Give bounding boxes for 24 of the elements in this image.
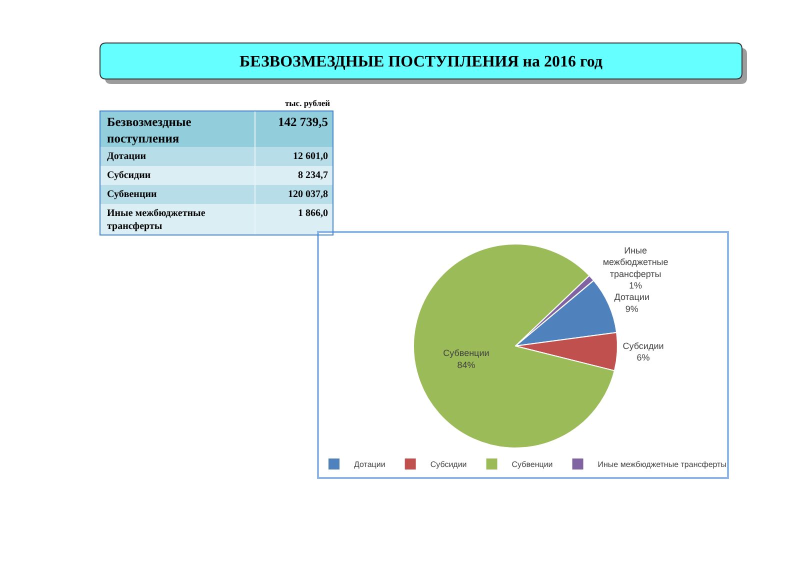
text: Субсидии [107, 170, 151, 181]
data-label: 84% [457, 360, 476, 370]
slice-label: Дотации [614, 292, 650, 302]
chart-title: БЕЗВОЗМЕЗДНЫЕ ПОСТУПЛЕНИЯ на 2016 год [240, 54, 602, 71]
data-label: 6% [636, 352, 650, 363]
slice-label: Субвенции [443, 348, 490, 358]
text: 120 037,8 [288, 189, 328, 200]
text: 1 866,0 [298, 208, 328, 219]
data-label: 1% [629, 280, 642, 291]
data-label: 9% [625, 304, 638, 314]
legend-label: Субвенции [512, 460, 553, 470]
text: Иные межбюджетные трансферты [107, 208, 206, 232]
slice-label: Иные межбюджетные трансферты [602, 245, 668, 279]
text: 8 234,7 [298, 170, 328, 181]
text: Дотации [107, 151, 146, 162]
slice-label: Субсидии [622, 340, 664, 351]
text: Субвенции [107, 189, 157, 200]
legend-label: Иные межбюджетные трансферты [598, 460, 727, 470]
legend-label: Дотации [354, 460, 386, 470]
text: Безвозмездные поступления [107, 115, 192, 146]
text: тыс. рублей [285, 98, 330, 108]
text: 12 601,0 [293, 151, 328, 162]
text: 142 739,5 [278, 115, 328, 129]
legend-label: Субсидии [430, 460, 467, 470]
